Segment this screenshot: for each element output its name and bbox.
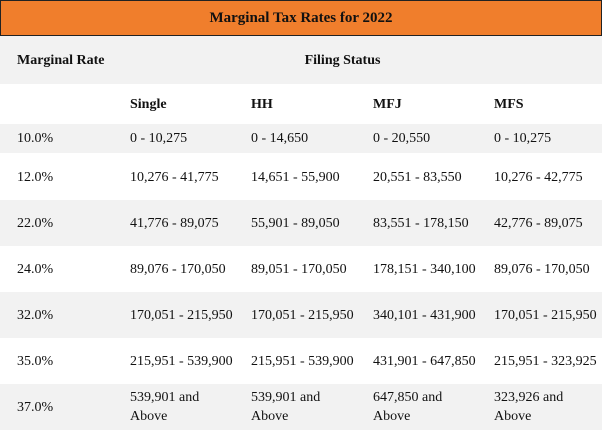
table-cell: 323,926 and Above	[494, 390, 564, 424]
table-cell: 431,901 - 647,850	[373, 353, 476, 369]
table-cell: 0 - 20,550	[373, 131, 431, 146]
table-row: 37.0% 539,901 and Above 539,901 and Abov…	[0, 384, 602, 430]
rate-cell: 24.0%	[17, 261, 54, 277]
empty-header-cell	[0, 84, 113, 124]
table-cell: 539,901 and Above	[251, 390, 321, 424]
marginal-rate-header: Marginal Rate	[17, 52, 105, 68]
table-cell: 0 - 10,275	[494, 131, 552, 146]
table-cell: 215,951 - 323,925	[494, 353, 597, 369]
tax-rates-table: Marginal Rate Filing Status Single HH MF…	[0, 36, 602, 430]
table-cell: 215,951 - 539,900	[251, 353, 354, 369]
table-cell: 83,551 - 178,150	[373, 215, 469, 231]
table-cell: 215,951 - 539,900	[130, 353, 233, 369]
table-cell: 539,901 and Above	[130, 390, 200, 424]
table-cell: 10,276 - 42,775	[494, 169, 583, 185]
column-header-hh: HH	[251, 96, 273, 112]
table-cell: 170,051 - 215,950	[251, 307, 354, 323]
table-cell: 170,051 - 215,950	[130, 307, 233, 323]
table-cell: 10,276 - 41,775	[130, 169, 219, 185]
table-cell: 340,101 - 431,900	[373, 307, 476, 323]
rate-cell: 35.0%	[17, 353, 54, 369]
table-cell: 42,776 - 89,075	[494, 215, 583, 231]
table-row: 10.0% 0 - 10,275 0 - 14,650 0 - 20,550 0…	[0, 124, 602, 154]
table-row: 35.0% 215,951 - 539,900 215,951 - 539,90…	[0, 338, 602, 384]
table-row: 24.0% 89,076 - 170,050 89,051 - 170,050 …	[0, 246, 602, 292]
column-header-single: Single	[130, 96, 167, 112]
table-row: 22.0% 41,776 - 89,075 55,901 - 89,050 83…	[0, 200, 602, 246]
table-cell: 647,850 and Above	[373, 390, 443, 424]
table-title: Marginal Tax Rates for 2022	[0, 0, 602, 36]
table-cell: 178,151 - 340,100	[373, 261, 476, 277]
table-cell: 0 - 10,275	[130, 131, 188, 146]
table-cell: 89,051 - 170,050	[251, 261, 347, 277]
column-header-mfj: MFJ	[373, 96, 402, 112]
table-row: 12.0% 10,276 - 41,775 14,651 - 55,900 20…	[0, 153, 602, 200]
table-cell: 41,776 - 89,075	[130, 215, 219, 231]
table-cell: 0 - 14,650	[251, 131, 309, 146]
table-cell: 89,076 - 170,050	[130, 261, 226, 277]
table-cell: 14,651 - 55,900	[251, 169, 340, 185]
table-cell: 20,551 - 83,550	[373, 169, 462, 185]
rate-cell: 22.0%	[17, 215, 54, 231]
table-cell: 89,076 - 170,050	[494, 261, 590, 277]
rate-cell: 12.0%	[17, 169, 54, 185]
table-cell: 55,901 - 89,050	[251, 215, 340, 231]
rate-cell: 32.0%	[17, 307, 54, 323]
table-row: 32.0% 170,051 - 215,950 170,051 - 215,95…	[0, 292, 602, 338]
rate-cell: 37.0%	[17, 399, 54, 415]
table-cell: 170,051 - 215,950	[494, 307, 597, 323]
column-header-mfs: MFS	[494, 96, 524, 112]
rate-cell: 10.0%	[17, 131, 54, 146]
filing-status-header: Filing Status	[304, 52, 381, 68]
